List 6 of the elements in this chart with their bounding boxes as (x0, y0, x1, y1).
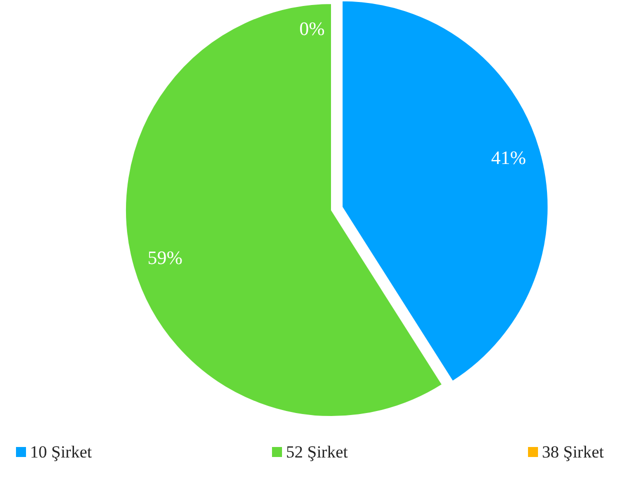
legend-label: 52 Şirket (286, 442, 348, 462)
legend-label: 38 Şirket (542, 442, 604, 462)
data-label: 59% (148, 248, 183, 270)
legend-label: 10 Şirket (30, 442, 92, 462)
data-label: 41% (491, 148, 526, 170)
text: 0% (299, 19, 325, 40)
